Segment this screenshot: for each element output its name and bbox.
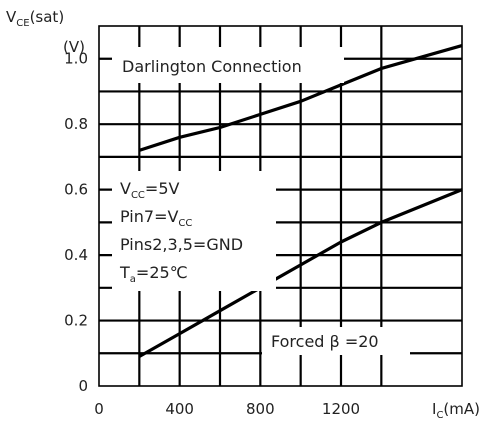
condition-vcc: VCC=5V — [120, 179, 180, 201]
y-tick-label: 1.0 — [64, 50, 88, 68]
y-tick-label: 0 — [78, 377, 88, 395]
series — [138, 44, 463, 358]
series-line-2 — [138, 188, 463, 358]
x-tick-label: 800 — [246, 400, 275, 418]
x-tick-labels: 0 400 800 1200 — [94, 400, 360, 418]
condition-pin7: Pin7=VCC — [120, 207, 192, 229]
forced-box — [262, 327, 410, 355]
x-tick-label: 0 — [94, 400, 104, 418]
y-tick-label: 0.6 — [64, 181, 88, 199]
x-tick-label: 1200 — [322, 400, 360, 418]
connection-annotation: Darlington Connection — [122, 57, 302, 76]
condition-ta: Ta=25℃ — [119, 263, 188, 285]
series-line-1 — [138, 44, 463, 152]
y-tick-label: 0.2 — [64, 312, 88, 330]
y-axis-label: VCE(sat) — [6, 8, 64, 29]
x-axis-label: IC(mA) — [432, 400, 480, 421]
forced-beta-annotation: Forced β =20 — [271, 332, 379, 351]
y-tick-labels: 0 0.2 0.4 0.6 0.8 1.0 — [64, 50, 88, 395]
conditions-box — [112, 171, 276, 291]
y-tick-label: 0.8 — [64, 115, 88, 133]
y-tick-label: 0.4 — [64, 246, 88, 264]
condition-pins: Pins2,3,5=GND — [120, 235, 243, 254]
connection-box — [112, 47, 344, 83]
x-tick-label: 400 — [165, 400, 194, 418]
y-axis-unit: (V) — [63, 38, 85, 56]
plot-frame — [98, 25, 463, 387]
